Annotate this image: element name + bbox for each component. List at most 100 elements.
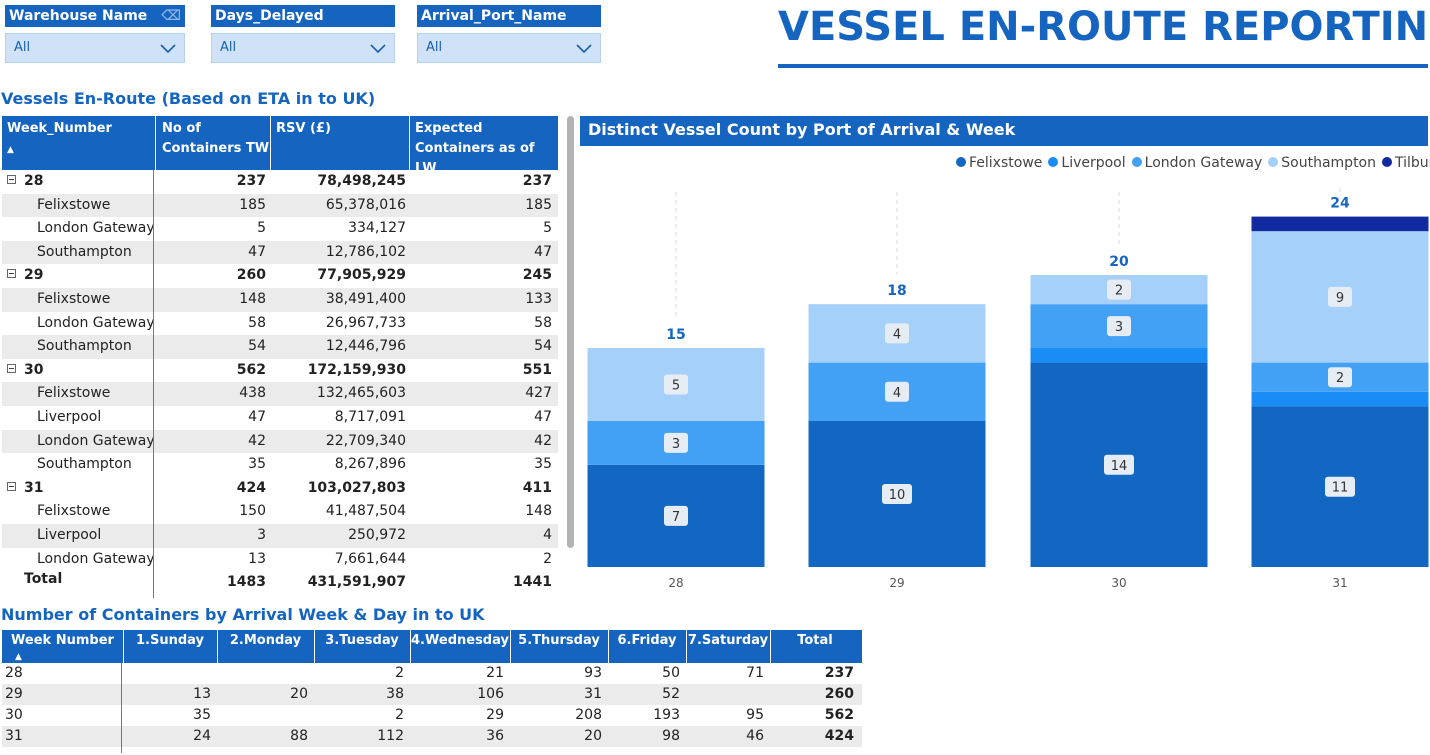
clear-icon[interactable]: ⌫ (161, 8, 181, 24)
legend-dot-icon (1131, 157, 1142, 167)
row-label: Felixstowe (37, 196, 111, 213)
day-cell: 21 (486, 665, 504, 681)
day-cell: 38 (386, 686, 404, 702)
bar-segment[interactable] (1251, 391, 1429, 407)
week-cell: 30 (5, 707, 23, 723)
daytable-header-day[interactable]: 5.Thursday (518, 633, 600, 648)
chevron-down-icon (160, 44, 176, 54)
data-label-box (885, 323, 909, 344)
matrix-group-row[interactable]: 28 237 78,498,245 237 (2, 170, 558, 194)
total-cell: 260 (824, 686, 854, 702)
row-label: 30 (24, 361, 44, 378)
x-tick-label: 31 (1332, 576, 1347, 590)
daytable-header-day[interactable]: 2.Monday (229, 633, 302, 648)
row-containers: 47 (248, 243, 266, 260)
row-expected: 185 (525, 196, 552, 213)
day-cell: 88 (290, 728, 308, 744)
legend-item[interactable]: Southampton (1268, 155, 1376, 171)
daytable-header-day[interactable]: 3.Tuesday (325, 633, 399, 648)
daytable-header-day[interactable]: 7.Saturday (687, 633, 769, 648)
daytable-header-week[interactable]: Week Number ▲ (11, 633, 114, 662)
matrix-group-row[interactable]: 31 424 103,027,803 411 (2, 477, 558, 501)
row-expected: 4 (543, 526, 552, 543)
row-rsv: 8,267,896 (334, 456, 406, 473)
daytable-header-day[interactable]: 1.Sunday (135, 633, 204, 648)
arrival-port-dropdown[interactable]: All (417, 33, 601, 63)
data-label-box (1107, 279, 1131, 300)
matrix-group-row[interactable]: 29 260 77,905,929 245 (2, 264, 558, 288)
total-containers: 1483 (227, 574, 266, 591)
matrix-group-row[interactable]: 30 562 172,159,930 551 (2, 359, 558, 383)
legend-item[interactable]: Tilbury (1382, 155, 1430, 171)
day-cell: 35 (193, 707, 211, 723)
collapse-icon[interactable] (7, 481, 16, 491)
row-label: London Gateway (37, 314, 155, 331)
day-cell: 2 (395, 665, 404, 681)
row-label: Felixstowe (37, 385, 111, 402)
header-expected[interactable]: Expected Containers as of LW (415, 121, 535, 176)
row-expected: 47 (534, 408, 552, 425)
row-rsv: 41,487,504 (325, 503, 406, 520)
days-delayed-dropdown[interactable]: All (211, 33, 395, 63)
slicer-label: Days_Delayed (215, 8, 324, 24)
row-rsv: 38,491,400 (325, 290, 406, 307)
title-underline (778, 64, 1428, 68)
data-label: 10 (889, 488, 906, 503)
data-label: 2 (1115, 284, 1123, 299)
daytable-header-total[interactable]: Total (797, 633, 833, 648)
row-containers: 237 (236, 173, 266, 189)
header-containers[interactable]: No of Containers TW (162, 121, 270, 156)
row-label: Liverpool (37, 408, 102, 425)
collapse-icon[interactable] (7, 175, 16, 184)
data-label: 3 (1115, 320, 1123, 335)
daytable-row: 29 13 20 38 106 31 52 260 (2, 684, 862, 705)
daytable-row: 28 2 21 93 50 71 237 (2, 663, 862, 684)
row-containers: 438 (239, 385, 266, 402)
day-cell: 13 (193, 686, 211, 702)
daytable-row: 31 24 88 112 36 20 98 46 424 (2, 726, 862, 747)
data-label-box (1328, 286, 1352, 307)
matrix-body: 28 237 78,498,245 237 Felixstowe 185 65,378,01… (2, 170, 558, 571)
total-cell: 424 (824, 728, 854, 744)
data-label-box (1325, 476, 1355, 497)
bar-total-label: 24 (1330, 196, 1350, 212)
data-label: 14 (1111, 459, 1128, 474)
data-label-box (1107, 316, 1131, 337)
data-label-box (1328, 367, 1352, 388)
bar-segment[interactable] (1030, 348, 1208, 363)
collapse-icon[interactable] (7, 269, 16, 279)
row-containers: 35 (248, 456, 266, 473)
legend-item[interactable]: Felixstowe (956, 155, 1042, 171)
matrix-row: London Gateway 42 22,709,340 42 (2, 429, 558, 454)
legend-item[interactable]: London Gateway (1131, 155, 1262, 171)
vessels-matrix: Week_Number ▲ No of Containers TW RSV (£)… (2, 116, 558, 595)
row-rsv: 78,498,245 (317, 173, 406, 189)
row-expected: 411 (522, 479, 552, 496)
matrix-row: London Gateway 58 26,967,733 58 (2, 312, 558, 336)
daytable-header-day[interactable]: 4.Wednesday (411, 633, 509, 648)
day-cell: 193 (653, 707, 680, 723)
x-tick-label: 30 (1111, 576, 1126, 590)
matrix-divider (153, 170, 154, 598)
row-rsv: 65,378,016 (325, 196, 406, 213)
row-expected: 551 (522, 361, 552, 378)
legend-item[interactable]: Liverpool (1048, 155, 1126, 171)
bar-segment[interactable] (1251, 216, 1429, 232)
row-containers: 562 (236, 361, 266, 378)
row-rsv: 12,786,102 (325, 243, 406, 260)
legend-dot-icon (1268, 157, 1279, 167)
matrix-scrollbar[interactable] (567, 116, 574, 548)
warehouse-dropdown[interactable]: All (5, 33, 185, 63)
row-expected: 58 (534, 314, 552, 331)
header-rsv[interactable]: RSV (£) (276, 121, 331, 136)
day-cell: 24 (193, 728, 211, 744)
daytable-header-day[interactable]: 6.Friday (617, 633, 677, 648)
day-cell: 208 (575, 707, 602, 723)
collapse-icon[interactable] (7, 363, 16, 373)
row-rsv: 22,709,340 (325, 432, 406, 449)
header-week-number[interactable]: Week_Number ▲ (7, 121, 112, 155)
day-cell: 52 (662, 686, 680, 702)
matrix-row: Felixstowe 438 132,465,603 427 (2, 382, 558, 406)
row-label: Southampton (37, 456, 132, 473)
